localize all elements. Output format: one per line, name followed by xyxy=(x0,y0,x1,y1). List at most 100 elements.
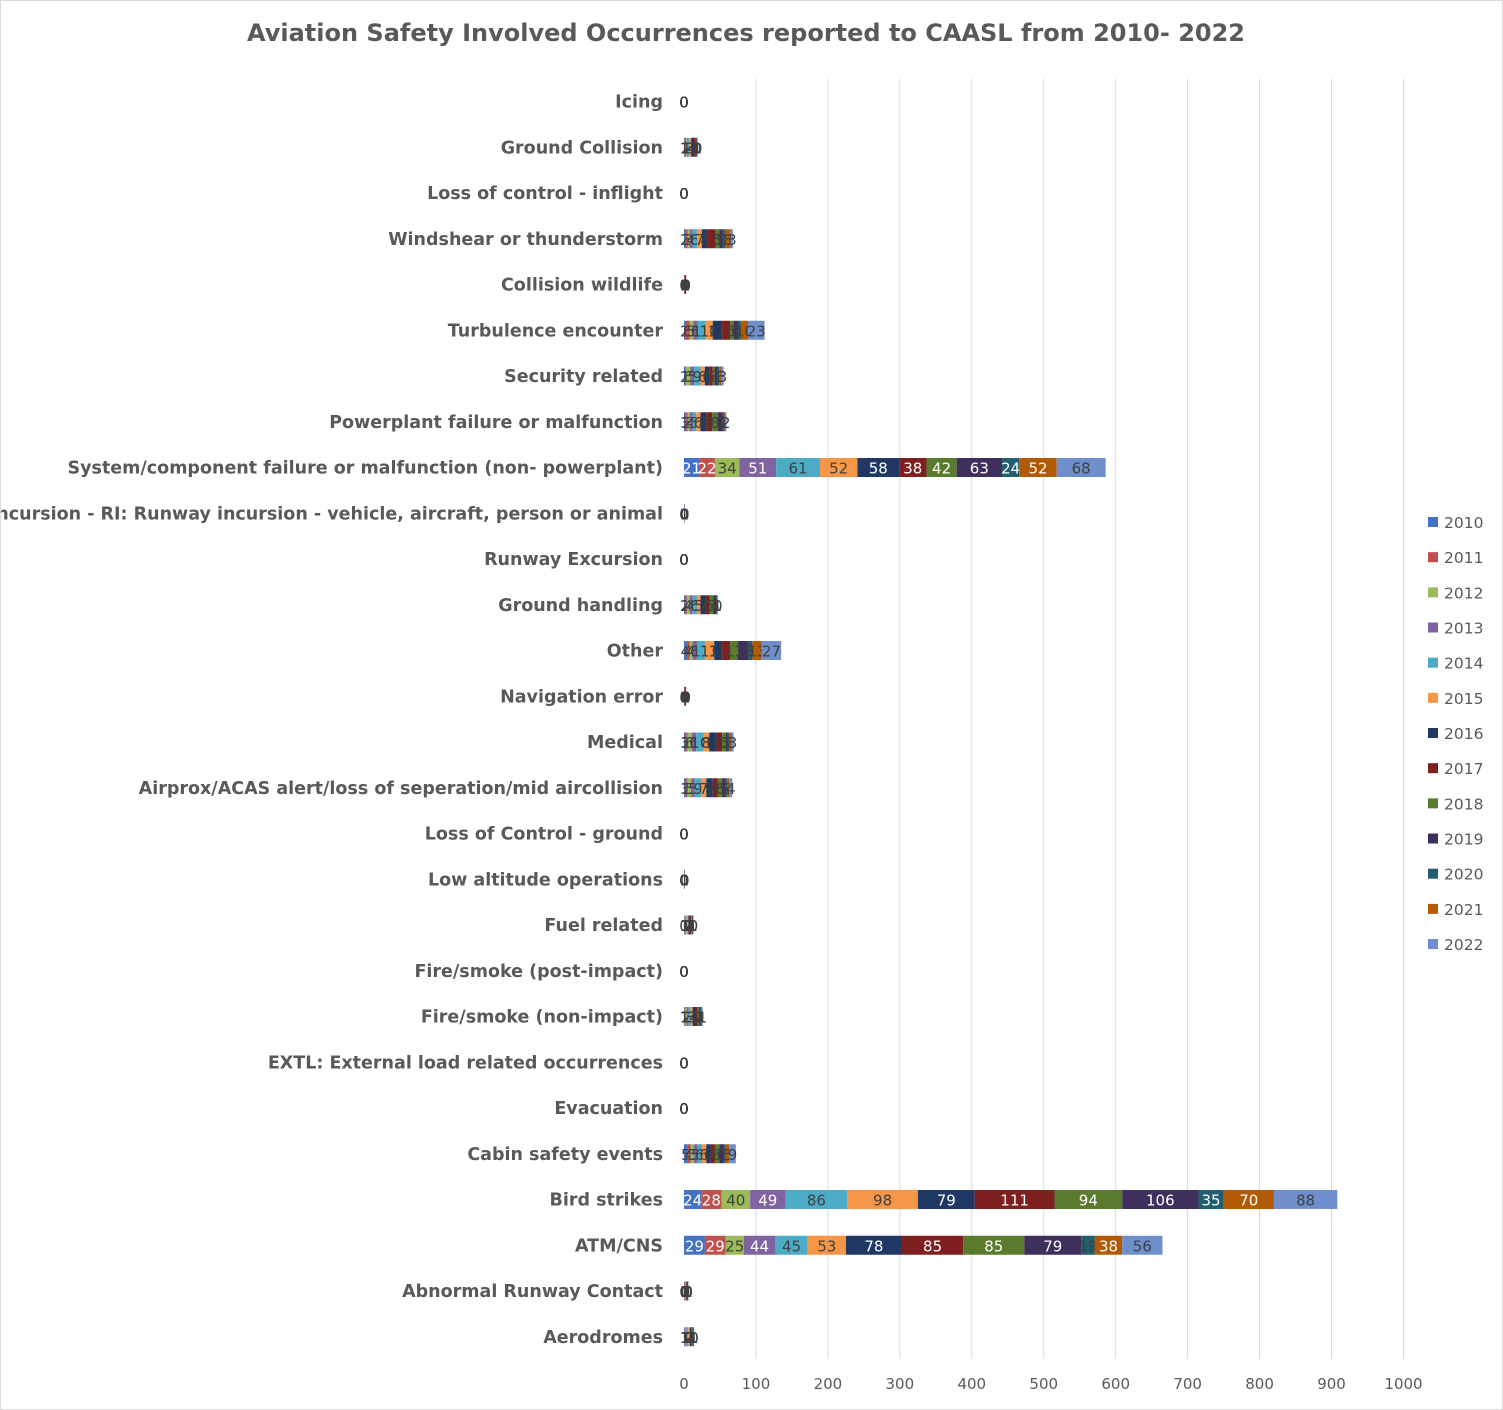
bar-segment xyxy=(689,229,693,249)
data-label: 45 xyxy=(782,1237,801,1255)
data-label: 0 xyxy=(681,277,691,295)
data-label: 40 xyxy=(726,1192,745,1210)
category-label: Icing xyxy=(615,93,663,113)
data-label: 4 xyxy=(712,368,722,386)
bar-segment xyxy=(807,1235,846,1255)
data-label: 0 xyxy=(681,277,691,295)
bar-segment xyxy=(699,1007,701,1026)
data-label: 0 xyxy=(684,1283,694,1301)
legend: 2010 2011 2012 2013 2014 2015 2016 2017 2018 2019… xyxy=(1428,514,1483,954)
data-label: 3 xyxy=(718,368,728,386)
x-tick-label: 100 xyxy=(742,1375,771,1393)
data-label: 2 xyxy=(684,1329,694,1347)
category-label: Collision wildlife xyxy=(501,276,663,296)
legend-entry: 2021 xyxy=(1444,901,1483,919)
bar-segment xyxy=(721,366,724,386)
bar-segment xyxy=(719,229,723,249)
data-label: 0 xyxy=(679,94,689,112)
bar-segment xyxy=(785,1190,848,1209)
bar-segment xyxy=(684,1327,685,1347)
bar-segment xyxy=(776,458,820,477)
data-label: 0 xyxy=(679,185,689,203)
category-label: EXTL: External load related occurrences xyxy=(268,1053,663,1073)
data-label: 1 xyxy=(681,688,691,706)
data-label: 3 xyxy=(684,231,694,249)
data-label: 56 xyxy=(1133,1237,1152,1255)
data-label: 0 xyxy=(679,94,689,112)
data-label: 22 xyxy=(697,460,716,478)
bar-segment xyxy=(725,412,727,432)
bar-segment xyxy=(697,1144,702,1164)
data-label: 0 xyxy=(679,1100,689,1118)
bar-segment xyxy=(694,1144,698,1164)
data-label: 0 xyxy=(679,94,689,112)
data-label: 5 xyxy=(706,368,716,386)
bar-segment xyxy=(1002,458,1020,477)
data-label: 0 xyxy=(679,551,689,569)
data-label: 1 xyxy=(696,1009,706,1027)
data-label: 0 xyxy=(679,1054,689,1072)
data-label: 0 xyxy=(679,963,689,981)
data-label: 1 xyxy=(680,277,690,295)
bar-segment xyxy=(685,275,687,294)
data-label: 111 xyxy=(1000,1192,1029,1210)
data-label: 1 xyxy=(688,917,698,935)
legend-entry: 2016 xyxy=(1444,725,1483,743)
legend-entry: 2011 xyxy=(1444,549,1483,567)
bar-segment xyxy=(740,320,749,340)
data-label: 0 xyxy=(679,551,689,569)
data-label: 68 xyxy=(1072,460,1091,478)
bar-segment xyxy=(686,366,691,386)
bar-segment xyxy=(724,412,726,432)
bar-segment xyxy=(684,229,686,249)
data-label: 0 xyxy=(679,963,689,981)
data-label: 1 xyxy=(680,917,690,935)
data-label: 4 xyxy=(684,1146,694,1164)
data-label: 0 xyxy=(679,963,689,981)
legend-swatch xyxy=(1428,728,1438,739)
data-label: 51 xyxy=(748,460,767,478)
bar-segment xyxy=(684,1144,688,1164)
data-label: 6 xyxy=(731,322,741,340)
bar-segment xyxy=(686,137,688,157)
data-label: 0 xyxy=(679,185,689,203)
category-label: Loss of Control - ground xyxy=(425,825,663,845)
data-label: 8 xyxy=(700,231,710,249)
bar-segment xyxy=(701,229,708,249)
data-label: 2 xyxy=(721,414,731,432)
bar-segment xyxy=(687,732,692,752)
data-label: 0 xyxy=(679,185,689,203)
bar-segment xyxy=(696,137,698,157)
data-label: 0 xyxy=(680,505,690,523)
data-label: 85 xyxy=(923,1237,942,1255)
data-label: 0 xyxy=(680,505,690,523)
data-label: 6 xyxy=(715,780,725,798)
bar-segment xyxy=(684,778,687,798)
data-label: 0 xyxy=(679,551,689,569)
data-label: 4 xyxy=(686,597,696,615)
data-label: 1 xyxy=(682,1329,692,1347)
bar-segment xyxy=(926,458,957,477)
data-label: 0 xyxy=(689,917,699,935)
bar-segment xyxy=(696,412,701,432)
data-label: 0 xyxy=(679,94,689,112)
bar-segment xyxy=(692,595,697,615)
bar-segment xyxy=(1054,1190,1123,1209)
bar-segment xyxy=(685,320,690,340)
data-label: 0 xyxy=(680,505,690,523)
bar-segment xyxy=(725,1144,730,1164)
bar-segment xyxy=(686,915,689,935)
data-label: 86 xyxy=(807,1192,826,1210)
x-tick-label: 600 xyxy=(1101,1375,1130,1393)
data-label: 0 xyxy=(679,185,689,203)
data-label: 2 xyxy=(684,139,694,157)
bar-segment xyxy=(727,732,730,752)
bar-segment xyxy=(748,641,753,660)
bar-segment xyxy=(722,229,726,249)
bar-segment xyxy=(1198,1190,1224,1209)
data-label: 63 xyxy=(970,460,989,478)
x-tick-label: 400 xyxy=(957,1375,986,1393)
data-label: 52 xyxy=(829,460,848,478)
bar-segment xyxy=(704,366,710,386)
bar-segment xyxy=(690,1144,695,1164)
